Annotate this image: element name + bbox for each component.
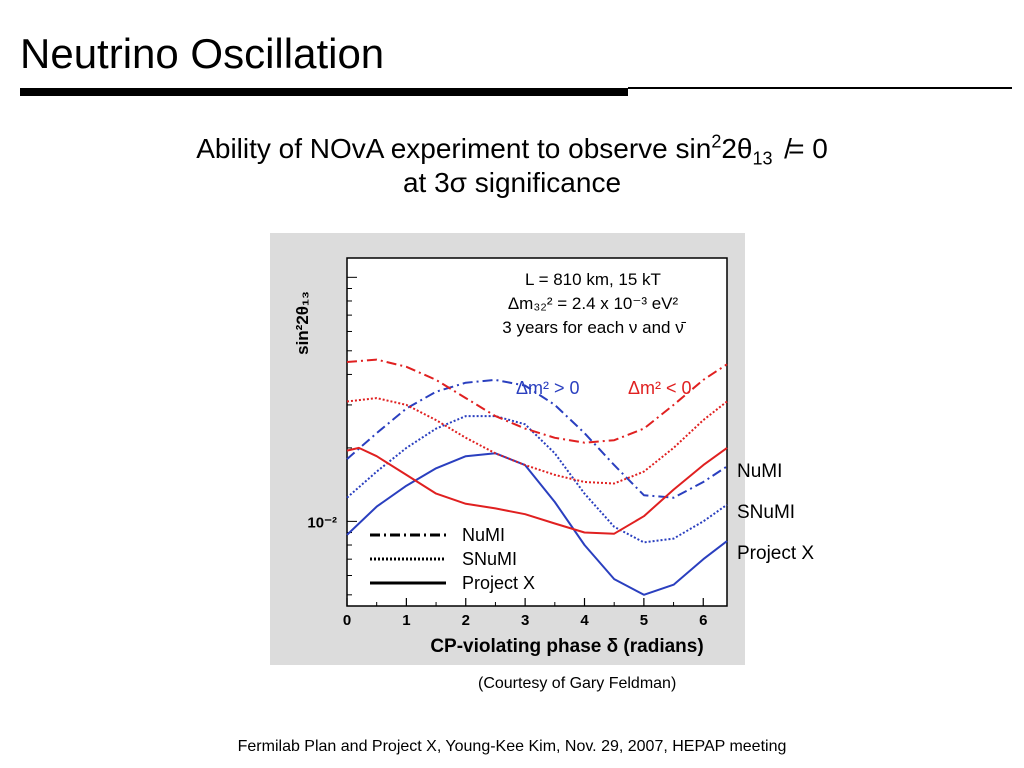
legend-label: Project X — [462, 573, 535, 593]
y-tick-label: 10⁻² — [307, 514, 337, 531]
not-equal: / = 0 — [784, 132, 828, 166]
subtitle-line-1: Ability of NOvA experiment to observe si… — [0, 131, 1024, 169]
info-line: L = 810 km, 15 kT — [525, 270, 661, 289]
slide-subtitle: Ability of NOvA experiment to observe si… — [0, 132, 1024, 200]
subtitle-sub: 13 — [752, 148, 773, 169]
x-tick-label: 5 — [640, 612, 648, 629]
hierarchy-label: Δm² < 0 — [628, 378, 692, 398]
not-equal-text: = 0 — [788, 133, 828, 164]
title-rule-thick — [20, 88, 628, 96]
not-equal-slash: / — [784, 133, 792, 164]
x-tick-label: 1 — [402, 612, 410, 629]
series-inverted-snumi — [346, 397, 728, 485]
courtesy-note: (Courtesy of Gary Feldman) — [478, 675, 677, 692]
subtitle-line-2: at 3σ significance — [402, 167, 622, 198]
y-axis-title: sin²2θ₁₃ — [293, 291, 312, 355]
series-inverted-numi — [346, 358, 728, 444]
title-rule-thin — [628, 87, 1012, 89]
x-tick-label: 2 — [462, 612, 470, 629]
legend-label: NuMI — [462, 525, 505, 545]
figure-panel: 0 1 2 3 4 5 6 10⁻² CP-violating phase δ (radians… — [270, 233, 745, 665]
info-line: 3 years for each ν and ν̄ — [502, 318, 686, 337]
x-tick-label: 0 — [343, 612, 351, 629]
x-tick-label: 3 — [521, 612, 529, 629]
side-label-snumi: SNuMI — [737, 502, 796, 523]
side-label-projectx: Project X — [737, 543, 815, 564]
x-axis-title: CP-violating phase δ (radians) — [430, 636, 703, 657]
x-tick-label: 4 — [580, 612, 589, 629]
series-inverted-project-x — [346, 446, 728, 535]
subtitle-sup: 2 — [711, 131, 722, 152]
hierarchy-label: Δm² > 0 — [516, 378, 580, 398]
subtitle-prefix: Ability of NOvA experiment to observe si… — [196, 133, 712, 164]
slide-title: Neutrino Oscillation — [20, 30, 385, 77]
subtitle-mid: 2θ — [721, 133, 753, 164]
x-tick-label: 6 — [699, 612, 707, 629]
footer: Fermilab Plan and Project X, Young-Kee K… — [237, 738, 787, 755]
side-label-numi: NuMI — [737, 461, 783, 482]
legend-label: SNuMI — [462, 549, 517, 569]
series-normal-numi — [346, 378, 728, 499]
oscillation-chart: 0 1 2 3 4 5 6 10⁻² CP-violating phase δ (radians… — [293, 257, 728, 657]
series-normal-snumi — [346, 415, 728, 544]
info-line: Δm₃₂² = 2.4 x 10⁻³ eV² — [508, 294, 679, 313]
series-normal-project-x — [346, 452, 728, 596]
